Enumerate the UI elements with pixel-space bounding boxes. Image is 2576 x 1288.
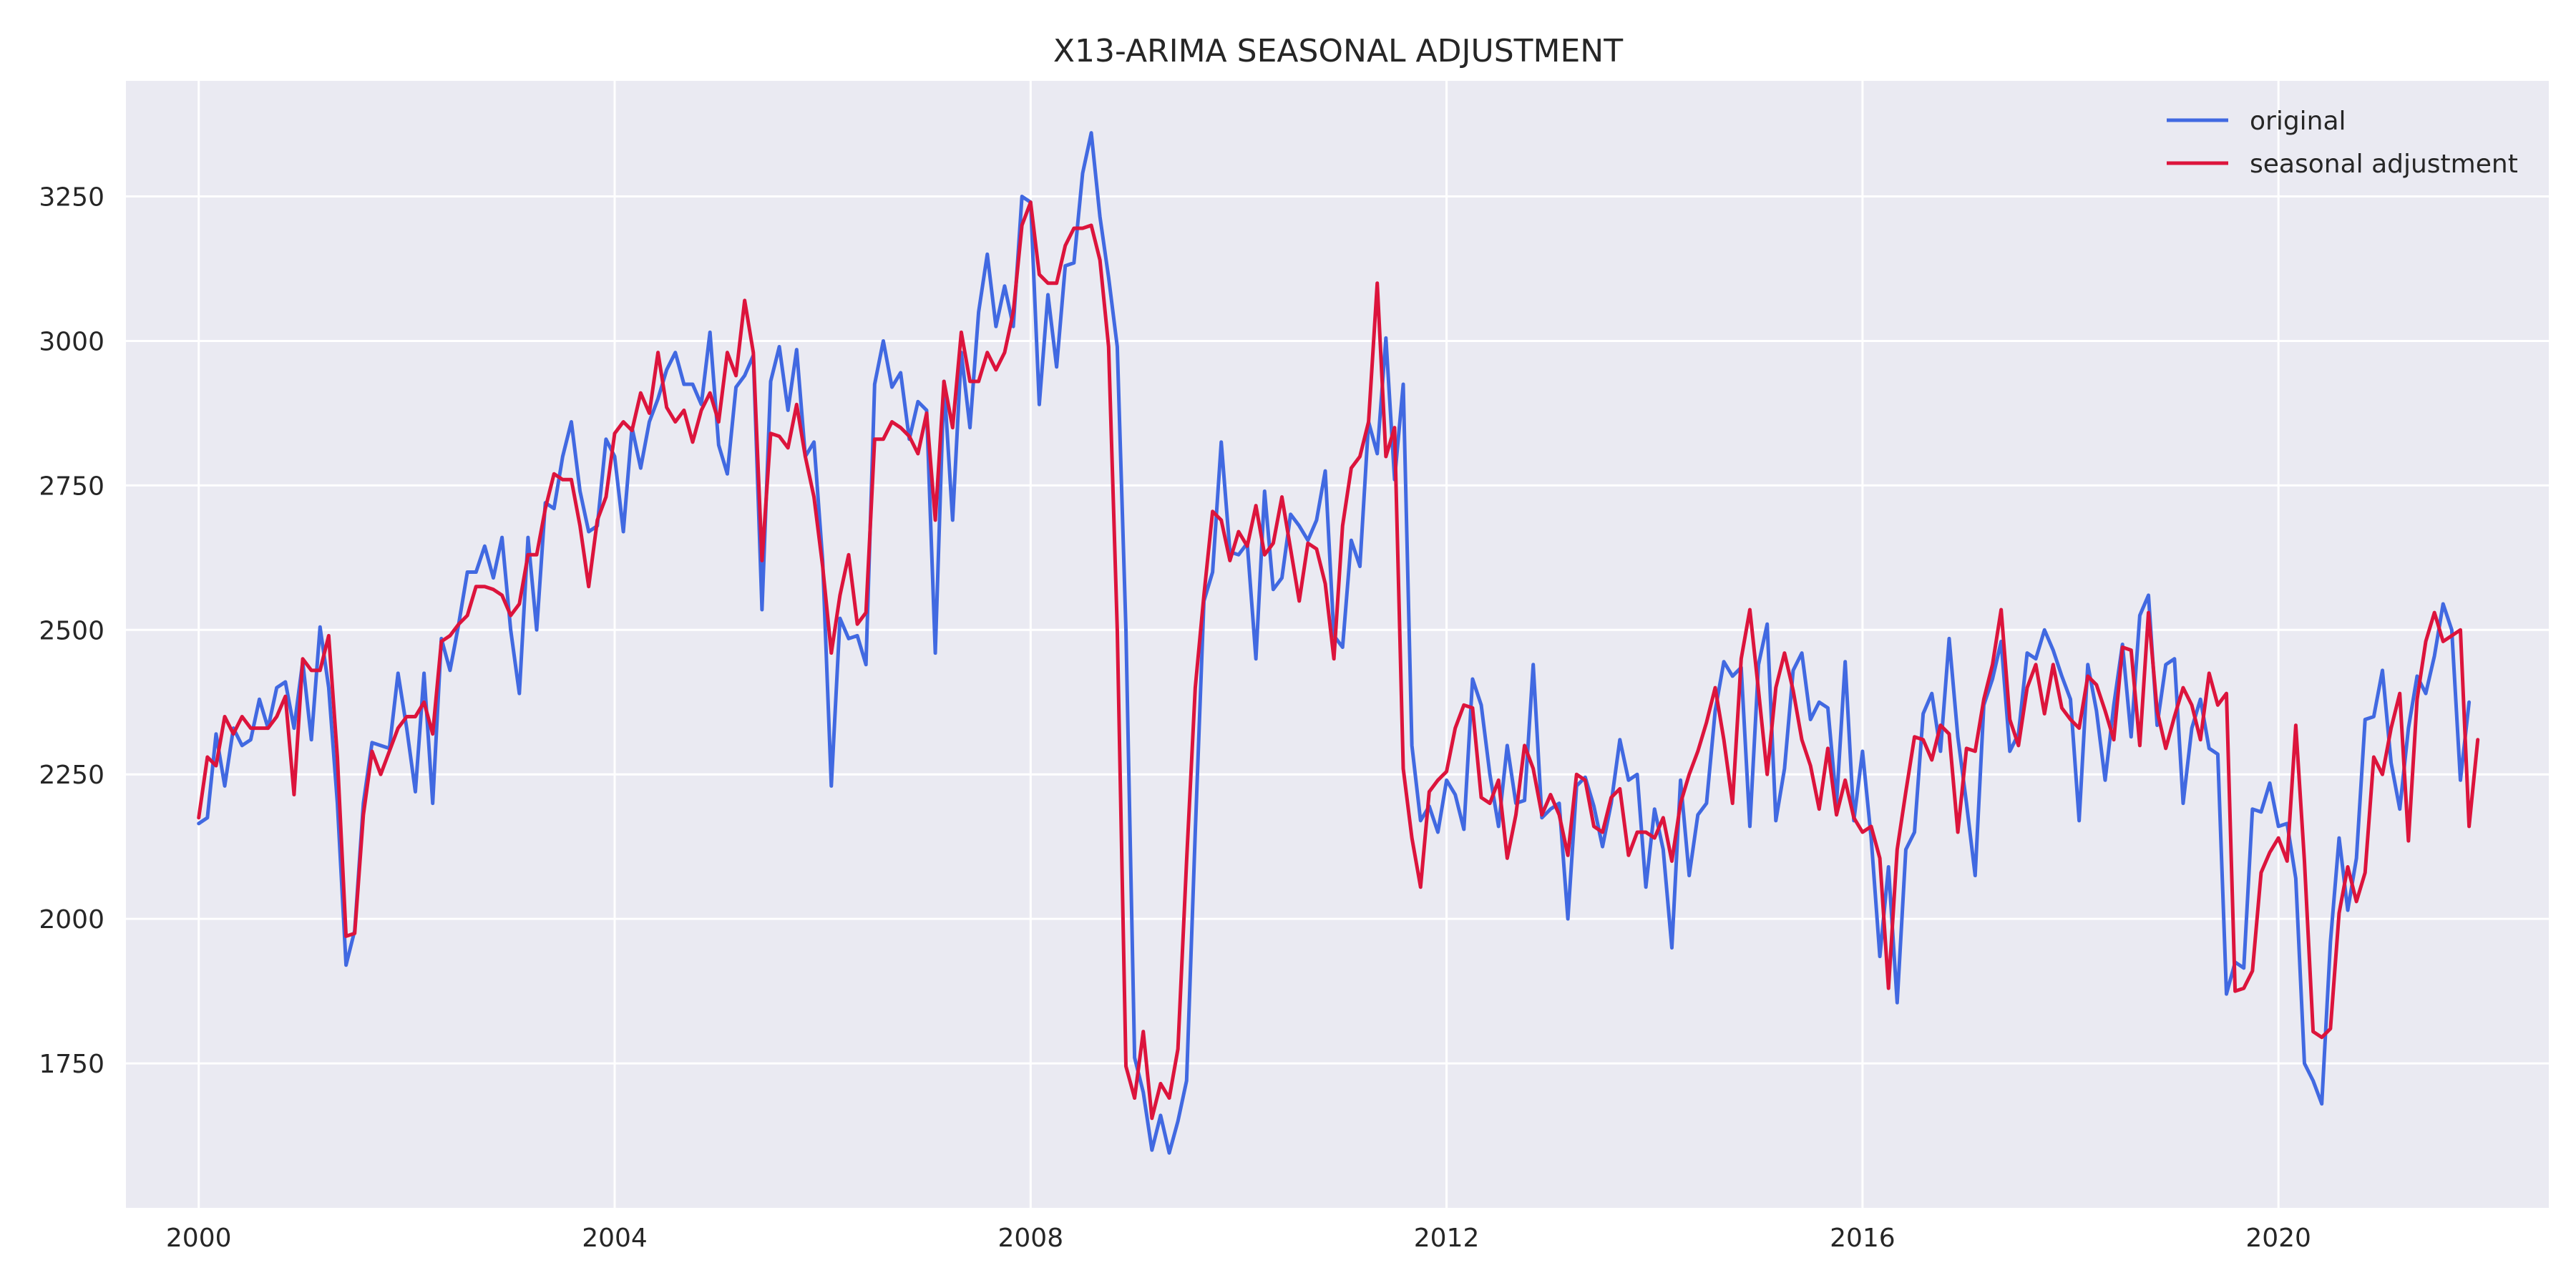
x-tick-label: 2008: [997, 1224, 1063, 1253]
y-tick-label: 3250: [39, 183, 104, 213]
y-tick-label: 1750: [39, 1050, 104, 1079]
x-axis: 2000 2004 2008 2012 2016 2020: [166, 1224, 2311, 1253]
grid: [126, 81, 2549, 1208]
y-tick-label: 2500: [39, 616, 104, 645]
y-tick-label: 2750: [39, 472, 104, 501]
plot-area: [126, 81, 2549, 1208]
series-group: [197, 131, 2480, 1155]
series-line-seasonal-adjustment: [197, 200, 2480, 1121]
legend-label: seasonal adjustment: [2250, 150, 2518, 179]
y-tick-label: 3000: [39, 327, 104, 356]
y-tick-label: 2000: [39, 905, 104, 935]
chart-title: X13-ARIMA SEASONAL ADJUSTMENT: [1053, 33, 1623, 69]
x-tick-label: 2012: [1414, 1224, 1480, 1253]
y-tick-label: 2250: [39, 761, 104, 790]
legend-label: original: [2250, 107, 2346, 136]
x-tick-label: 2020: [2245, 1224, 2311, 1253]
x-tick-label: 2000: [166, 1224, 232, 1253]
y-axis: 1750 2000 2250 2500 2750 3000 3250: [39, 183, 104, 1080]
x-tick-label: 2004: [582, 1224, 648, 1253]
legend: original seasonal adjustment: [2167, 107, 2518, 179]
x-tick-label: 2016: [1830, 1224, 1896, 1253]
